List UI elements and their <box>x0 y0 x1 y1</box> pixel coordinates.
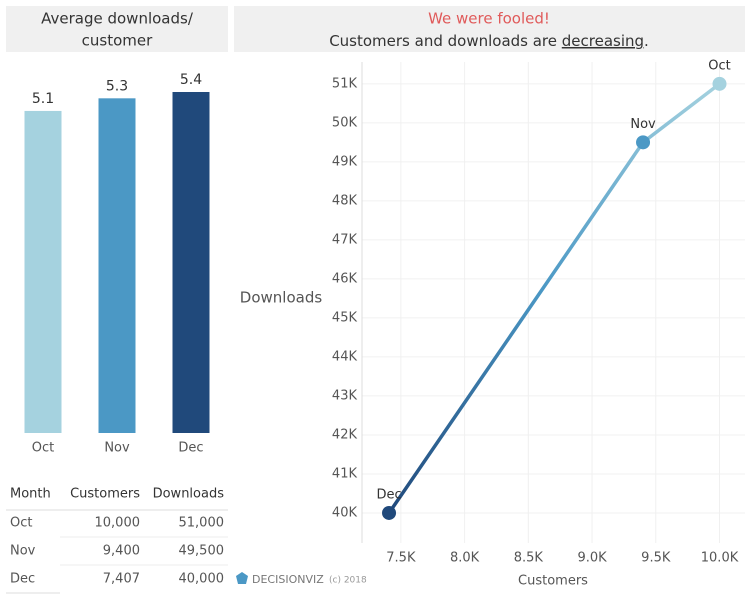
table-header: Downloads <box>153 487 225 502</box>
logo: DECISIONVIZ (c) 2018 <box>236 572 367 586</box>
y-tick-label: 41K <box>332 466 358 481</box>
line-title: We were fooled! <box>428 10 550 28</box>
y-tick-label: 49K <box>332 154 358 169</box>
logo-icon <box>236 572 248 584</box>
y-tick-label: 42K <box>332 427 358 442</box>
table-cell: Dec <box>10 572 35 587</box>
subtitle-part: . <box>644 32 649 50</box>
table-header: Month <box>10 487 51 502</box>
bar-title: customer <box>82 32 153 50</box>
bar <box>98 98 136 433</box>
x-tick-label: 9.0K <box>577 551 607 566</box>
bar-title: Average downloads/ <box>41 10 194 28</box>
point <box>636 135 651 150</box>
table-cell: 9,400 <box>103 544 140 559</box>
left-header <box>6 6 228 52</box>
point <box>712 76 727 91</box>
x-tick-label: 8.0K <box>450 551 480 566</box>
bar <box>172 92 210 433</box>
x-tick-label: Nov <box>104 441 130 456</box>
subtitle-part: Customers and downloads are <box>329 32 562 50</box>
copyright: (c) 2018 <box>329 576 367 586</box>
value-label: 5.3 <box>106 78 128 94</box>
table-cell: 51,000 <box>179 516 225 531</box>
y-tick-label: 48K <box>332 193 358 208</box>
y-tick-label: 50K <box>332 115 358 130</box>
y-axis-label: Downloads <box>240 289 323 307</box>
x-tick-label: Dec <box>178 441 203 456</box>
y-tick-label: 43K <box>332 388 358 403</box>
x-tick-label: 10.0K <box>701 551 739 566</box>
y-tick-label: 46K <box>332 271 358 286</box>
y-tick-label: 45K <box>332 310 358 325</box>
y-tick-label: 51K <box>332 76 358 91</box>
x-axis-label: Customers <box>518 574 588 589</box>
line-subtitle: Customers and downloads are decreasing. <box>329 32 649 50</box>
table-cell: 10,000 <box>95 516 141 531</box>
table-cell: 40,000 <box>179 572 225 587</box>
point-label: Dec <box>376 487 401 502</box>
x-tick-label: Oct <box>32 441 54 456</box>
value-label: 5.4 <box>180 72 202 88</box>
table-cell: 7,407 <box>103 572 140 587</box>
x-tick-label: 8.5K <box>514 551 544 566</box>
point-label: Nov <box>630 117 656 132</box>
x-tick-label: 7.5K <box>386 551 416 566</box>
y-tick-label: 40K <box>332 505 358 520</box>
line <box>387 82 721 514</box>
point <box>382 505 397 520</box>
table-cell: Oct <box>10 516 32 531</box>
subtitle-part: decreasing <box>562 32 644 50</box>
y-tick-label: 44K <box>332 349 358 364</box>
y-tick-label: 47K <box>332 232 358 247</box>
bar <box>24 110 62 433</box>
table-cell: 49,500 <box>179 544 225 559</box>
value-label: 5.1 <box>32 91 54 107</box>
x-tick-label: 9.5K <box>641 551 671 566</box>
table-cell: Nov <box>10 544 36 559</box>
point-label: Oct <box>708 58 730 73</box>
brand: DECISIONVIZ <box>252 573 324 586</box>
table-header: Customers <box>70 487 140 502</box>
right-header <box>234 6 745 52</box>
